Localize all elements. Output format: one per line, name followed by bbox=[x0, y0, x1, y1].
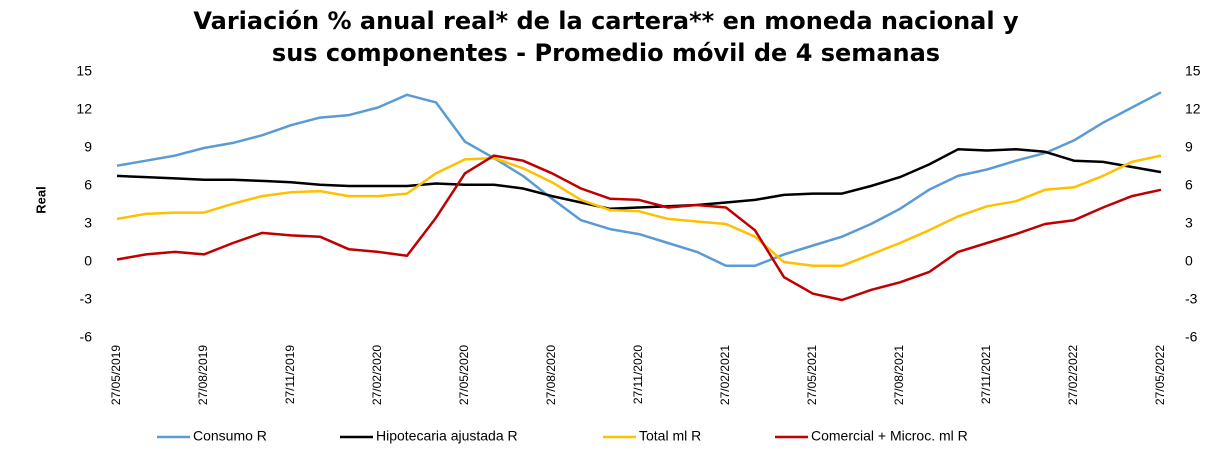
y2-tick-label: 3 bbox=[1185, 215, 1193, 231]
y-tick-label: 12 bbox=[76, 101, 92, 117]
y2-tick-label: 9 bbox=[1185, 139, 1193, 155]
y-axis-label: Real bbox=[33, 186, 48, 213]
y-tick-label: 3 bbox=[84, 215, 92, 231]
x-tick-label: 27/05/2019 bbox=[109, 345, 123, 405]
chart-title: sus componentes - Promedio móvil de 4 se… bbox=[272, 39, 940, 67]
line-series bbox=[116, 154, 1162, 302]
x-tick-label: 27/02/2021 bbox=[718, 345, 732, 405]
x-tick-label: 27/08/2020 bbox=[544, 345, 558, 405]
x-tick-label: 27/08/2019 bbox=[196, 345, 210, 405]
y2-tick-label: 12 bbox=[1185, 101, 1201, 117]
legend-label: Consumo R bbox=[193, 428, 267, 444]
y2-tick-label: 6 bbox=[1185, 177, 1193, 193]
y2-tick-label: 0 bbox=[1185, 253, 1193, 269]
y-tick-label: 0 bbox=[84, 253, 92, 269]
y2-tick-label: -3 bbox=[1185, 291, 1198, 307]
x-tick-label: 27/11/2020 bbox=[631, 345, 645, 404]
x-tick-label: 27/05/2021 bbox=[805, 345, 819, 405]
x-tick-label: 27/05/2022 bbox=[1153, 345, 1167, 405]
legend-label: Hipotecaria ajustada R bbox=[376, 428, 518, 444]
y-tick-label: 15 bbox=[76, 63, 92, 79]
y-tick-label: 6 bbox=[84, 177, 92, 193]
y-tick-label: -3 bbox=[80, 291, 93, 307]
y-tick-label: 9 bbox=[84, 139, 92, 155]
x-tick-label: 27/05/2020 bbox=[457, 345, 471, 405]
legend-label: Total ml R bbox=[639, 428, 701, 444]
line-series bbox=[116, 91, 1162, 268]
x-tick-label: 27/02/2022 bbox=[1066, 345, 1080, 405]
line-series bbox=[116, 154, 1162, 268]
y2-tick-label: -6 bbox=[1185, 329, 1198, 345]
x-tick-label: 27/11/2021 bbox=[979, 345, 993, 404]
x-tick-label: 27/11/2019 bbox=[283, 345, 297, 404]
x-tick-label: 27/08/2021 bbox=[892, 345, 906, 405]
chart-title: Variación % anual real* de la cartera** … bbox=[193, 7, 1019, 35]
y2-tick-label: 15 bbox=[1185, 63, 1201, 79]
y-tick-label: -6 bbox=[80, 329, 93, 345]
legend-label: Comercial + Microc. ml R bbox=[811, 428, 968, 444]
x-tick-label: 27/02/2020 bbox=[370, 345, 384, 405]
line-series bbox=[116, 148, 1162, 211]
